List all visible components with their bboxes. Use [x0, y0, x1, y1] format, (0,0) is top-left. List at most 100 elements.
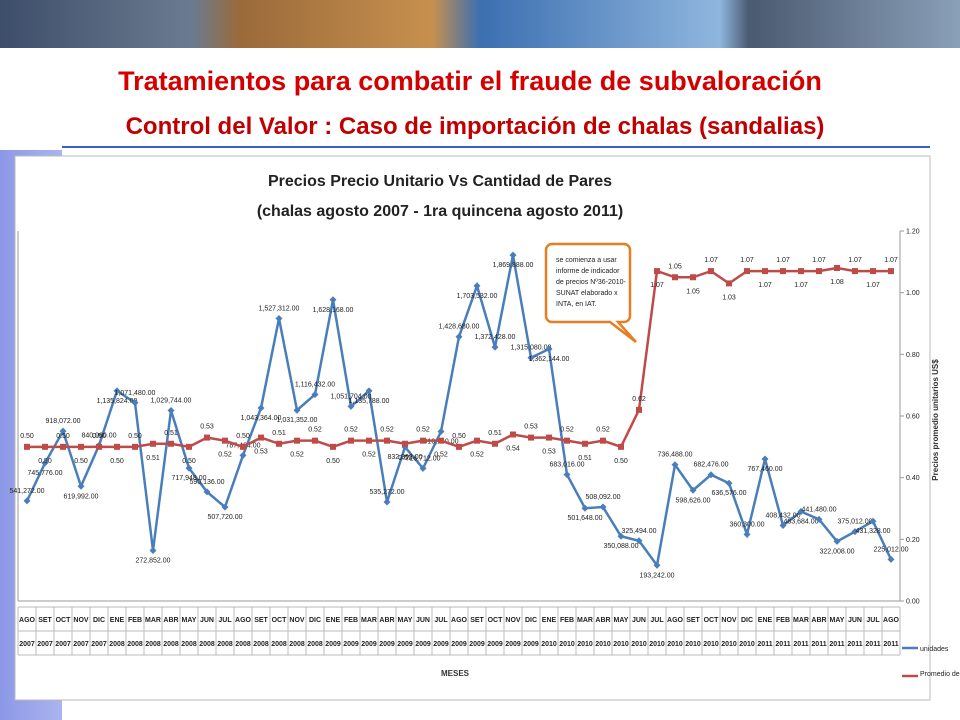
header-banner [0, 0, 960, 48]
x-tick-label: 2008 [145, 641, 161, 648]
x-tick-label: 2009 [379, 641, 395, 648]
data-label: 325,494.00 [621, 528, 656, 535]
x-tick-label: OCT [488, 617, 504, 624]
point [492, 440, 498, 447]
data-label: 0.50 [20, 433, 34, 440]
chart-subtitle: (chalas agosto 2007 - 1ra quincena agost… [257, 203, 623, 220]
data-label: 745,776.00 [27, 470, 62, 477]
point [240, 443, 246, 450]
data-label: 0.50 [110, 458, 124, 465]
point [474, 437, 480, 444]
point [275, 314, 283, 322]
x-tick-label: SET [470, 617, 484, 624]
point [744, 268, 750, 275]
point [491, 343, 499, 351]
data-label: 0.50 [326, 458, 340, 465]
point [329, 296, 337, 304]
x-tick-label: 2009 [487, 641, 503, 648]
data-label: 0.51 [272, 430, 286, 437]
point [599, 503, 607, 511]
point [419, 464, 427, 472]
data-label: 350,088.00 [603, 543, 638, 550]
x-tick-label: DIC [93, 617, 105, 624]
point [77, 482, 85, 490]
x-tick-label: OCT [56, 617, 72, 624]
data-label: 508,092.00 [585, 494, 620, 501]
point [798, 268, 804, 275]
x-tick-label: 2009 [433, 641, 449, 648]
data-label: 1,372,428.00 [475, 334, 516, 341]
legend-label: unidades [920, 646, 949, 653]
x-tick-label: 2010 [649, 641, 665, 648]
point [366, 437, 372, 444]
point [330, 443, 336, 450]
x-tick-label: MAR [361, 617, 377, 624]
data-label: 682,476.00 [693, 462, 728, 469]
x-tick-label: AGO [883, 617, 900, 624]
point [762, 268, 768, 275]
x-tick-label: JUN [632, 617, 646, 624]
x-tick-label: AGO [667, 617, 684, 624]
y2-tick-label: 1.20 [906, 229, 920, 236]
x-tick-label: ENE [758, 617, 773, 624]
x-tick-label: 2007 [73, 641, 89, 648]
point [149, 547, 157, 555]
data-label: 767,460.00 [747, 466, 782, 473]
data-label: 0.53 [254, 449, 268, 456]
point [635, 537, 643, 545]
x-tick-label: 2009 [397, 641, 413, 648]
x-tick-label: DIC [525, 617, 537, 624]
point [42, 443, 48, 450]
x-tick-label: JUN [200, 617, 214, 624]
point [222, 437, 228, 444]
data-label: 1,116,432.00 [295, 381, 335, 388]
x-tick-label: 2008 [289, 641, 305, 648]
y2-tick-label: 0.60 [906, 414, 920, 421]
x-tick-label: JUN [416, 617, 430, 624]
point [221, 503, 229, 511]
data-label: 832,392.00 [387, 454, 422, 461]
point [473, 282, 481, 290]
x-tick-label: 2008 [181, 641, 197, 648]
x-tick-label: NOV [73, 617, 89, 624]
point [761, 455, 769, 463]
data-label: 1.08 [830, 279, 844, 286]
data-label: 0.50 [56, 433, 70, 440]
x-tick-label: 2011 [757, 641, 772, 648]
x-tick-label: 2011 [865, 641, 880, 648]
x-tick-label: 2008 [127, 641, 143, 648]
point [78, 443, 84, 450]
point [150, 440, 156, 447]
x-tick-label: 2008 [235, 641, 251, 648]
x-tick-label: 2011 [793, 641, 808, 648]
x-tick-label: 2009 [505, 641, 521, 648]
x-tick-label: DIC [741, 617, 753, 624]
data-label: 1.07 [794, 282, 808, 289]
point [816, 268, 822, 275]
data-label: 0.50 [182, 458, 196, 465]
slide-subtitle: Control del Valor : Caso de importación … [126, 113, 825, 140]
data-label: 716,712.00 [405, 455, 440, 462]
x-tick-label: SET [254, 617, 268, 624]
data-label: 840,960.00 [81, 432, 116, 439]
x-tick-label: MAY [614, 617, 629, 624]
data-label: 1.07 [866, 282, 880, 289]
point [420, 437, 426, 444]
y2-tick-label: 0.00 [906, 599, 920, 606]
y2-tick-label: 0.20 [906, 537, 920, 544]
x-tick-label: ABR [595, 617, 610, 624]
x-tick-label: MAY [398, 617, 413, 624]
data-label: 1,703,532.00 [457, 293, 498, 300]
x-tick-label: OCT [272, 617, 288, 624]
point [186, 443, 192, 450]
data-label: 0.51 [146, 455, 160, 462]
x-tick-label: 2009 [451, 641, 467, 648]
point [131, 399, 139, 407]
x-tick-label: ABR [163, 617, 178, 624]
point [851, 528, 859, 536]
data-label: 0.50 [74, 458, 88, 465]
data-label: 1.07 [848, 257, 862, 264]
x-tick-label: 2009 [361, 641, 377, 648]
point [113, 387, 121, 395]
x-tick-label: 2008 [199, 641, 215, 648]
